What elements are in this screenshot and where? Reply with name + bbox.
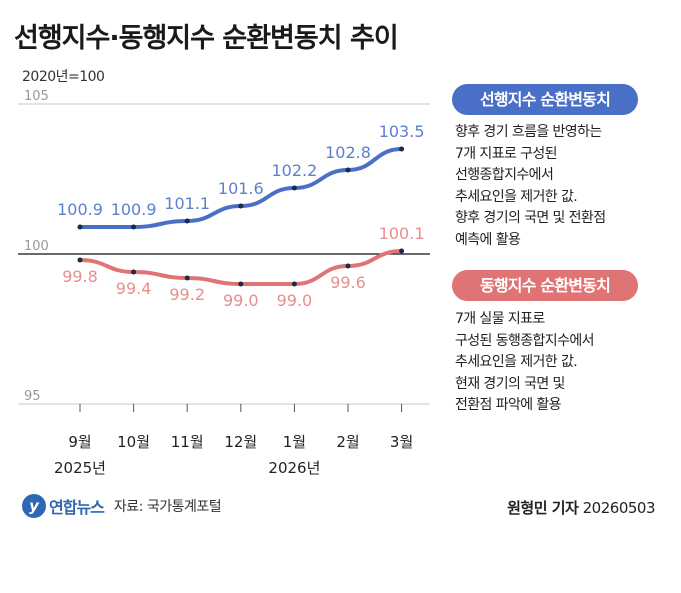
description-line: 향후 경기 흐름을 반영하는 (455, 124, 602, 140)
data-point (345, 167, 351, 173)
data-label: 99.4 (116, 279, 152, 298)
data-point (131, 269, 137, 275)
data-label: 103.5 (379, 122, 425, 141)
x-tick-label: 12월 (224, 433, 257, 451)
year-label: 2026년 (268, 459, 320, 477)
data-label: 100.9 (57, 200, 103, 219)
data-label: 102.2 (271, 161, 317, 180)
x-axis-ticks: 9월 10월 11월 12월 1월 2월 3월 2025년 2026년 (54, 404, 413, 477)
x-tick-label: 10월 (117, 433, 150, 451)
data-label: 101.1 (164, 194, 210, 213)
author-credit: 원형민 기자 20260503 (507, 497, 655, 518)
description-line: 7개 지표로 구성된 (455, 145, 558, 162)
leading-description: 향후 경기 흐름을 반영하는 7개 지표로 구성된 선행종합지수에서 추세요인을… (455, 122, 606, 251)
legend-leading-index: 선행지수 순환변동치 (452, 84, 638, 115)
unit-label: 2020년=100 (22, 69, 105, 85)
legend-coincident-index: 동행지수 순환변동치 (452, 270, 638, 301)
year-label: 2025년 (54, 459, 106, 477)
x-tick-label: 3월 (390, 433, 413, 451)
data-label: 99.6 (330, 273, 366, 292)
author-name: 원형민 기자 (507, 499, 579, 517)
data-point (77, 224, 83, 230)
data-label: 100.1 (379, 224, 425, 243)
data-point (131, 224, 137, 230)
data-point (77, 257, 83, 263)
logo-name: 연합뉴스 (49, 498, 105, 517)
x-tick-label: 11월 (171, 433, 204, 451)
footer-logo: y 연합뉴스 자료: 국가통계포털 (22, 494, 222, 518)
yonhap-logo-icon: y (22, 494, 46, 518)
data-label: 102.8 (325, 143, 371, 162)
y-tick-label: 105 (24, 89, 49, 104)
data-point (399, 248, 405, 254)
data-point (291, 185, 297, 191)
data-point (291, 281, 297, 287)
description-line: 예측에 활용 (455, 231, 521, 248)
source-label: 자료: 국가통계포털 (113, 499, 222, 515)
grid-lines (18, 103, 430, 405)
description-line: 7개 실물 지표로 (455, 311, 545, 327)
description-line: 전환점 파악에 활용 (455, 397, 562, 413)
data-label: 99.0 (223, 291, 259, 310)
data-label: 99.2 (169, 285, 205, 304)
data-point (345, 263, 351, 269)
series-lines: 100.9 100.9 101.1 101.6 102.2 102.8 103.5 99.8 9… (57, 122, 424, 310)
data-point (184, 275, 190, 281)
chart-title: 선행지수·동행지수 순환변동치 추이 (14, 23, 399, 54)
description-line: 추세요인을 제거한 값. (455, 354, 578, 370)
data-point (238, 203, 244, 209)
description-line: 선행종합지수에서 (455, 167, 554, 183)
x-tick-label: 2월 (336, 433, 359, 451)
x-tick-label: 9월 (68, 433, 91, 451)
data-point (184, 218, 190, 224)
y-tick-label: 100 (24, 239, 49, 254)
data-label: 100.9 (111, 200, 157, 219)
data-label: 99.0 (277, 291, 313, 310)
y-axis-ticks: 105 100 95 (24, 89, 49, 404)
coincident-description: 7개 실물 지표로 구성된 동행종합지수에서 추세요인을 제거한 값. 현재 경… (455, 309, 595, 417)
description-line: 구성된 동행종합지수에서 (455, 332, 595, 349)
description-line: 추세요인을 제거한 값. (455, 188, 578, 205)
data-point (399, 146, 405, 152)
data-label: 99.8 (62, 267, 98, 286)
x-tick-label: 1월 (283, 433, 306, 451)
description-line: 향후 경기의 국면 및 전환점 (455, 210, 606, 226)
description-line: 현재 경기의 국면 및 (455, 375, 565, 392)
data-label: 101.6 (218, 179, 264, 198)
data-point (238, 281, 244, 287)
y-tick-label: 95 (24, 389, 41, 404)
publish-date: 20260503 (582, 499, 656, 517)
